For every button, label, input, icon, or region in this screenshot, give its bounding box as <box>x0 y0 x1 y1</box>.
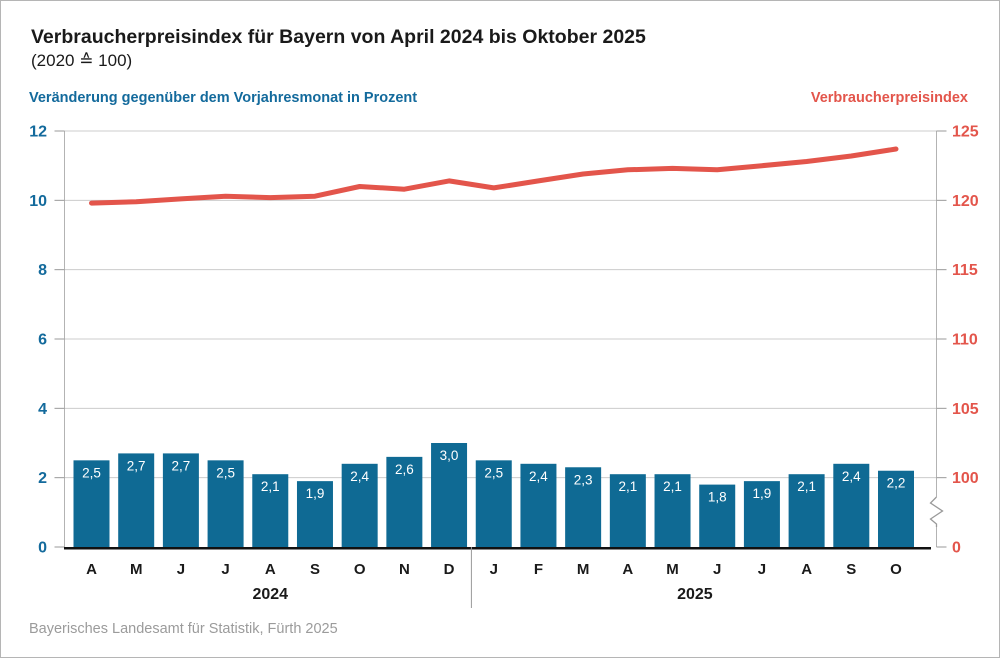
year-label: 2024 <box>252 586 288 603</box>
month-label: A <box>86 561 97 578</box>
right-axis-title: Verbraucherpreisindex <box>810 90 968 106</box>
left-axis-tick-label: 2 <box>38 470 47 487</box>
bar <box>431 443 468 547</box>
right-axis-tick-label: 110 <box>952 332 978 349</box>
bar-value-label: 2,1 <box>797 479 816 494</box>
bar <box>73 460 110 547</box>
bar-value-label: 2,6 <box>395 462 414 477</box>
bar-value-label: 2,1 <box>618 479 637 494</box>
month-label: A <box>622 561 633 578</box>
month-label: F <box>534 561 543 578</box>
bar <box>878 470 914 547</box>
bar-value-label: 2,1 <box>663 479 682 494</box>
axis-break-icon <box>929 496 944 527</box>
right-axis-tick-label: 105 <box>952 401 979 418</box>
right-axis-tick-label: 115 <box>952 262 978 279</box>
month-label: J <box>713 561 721 578</box>
month-label: M <box>577 561 590 578</box>
bar-value-label: 2,5 <box>82 465 101 480</box>
chart-subtitle: (2020 ≙ 100) <box>31 51 133 71</box>
right-axis-tick-label: 125 <box>952 124 979 141</box>
bar-value-label: 2,5 <box>216 465 235 480</box>
bar <box>565 467 602 547</box>
left-axis-tick-label: 0 <box>38 540 47 557</box>
month-label: D <box>444 561 455 578</box>
bar <box>207 460 244 547</box>
bar-value-label: 2,4 <box>842 469 861 484</box>
bar-value-label: 3,0 <box>440 448 459 463</box>
month-label: A <box>801 561 812 578</box>
year-label: 2025 <box>677 586 713 603</box>
bar <box>296 481 333 547</box>
bar-value-label: 1,9 <box>306 486 325 501</box>
left-axis-title: Veränderung gegenüber dem Vorjahresmonat… <box>29 90 418 106</box>
bar-value-label: 2,4 <box>529 469 548 484</box>
month-label: J <box>221 561 229 578</box>
month-label: J <box>758 561 766 578</box>
month-label: S <box>310 561 320 578</box>
left-axis-tick-label: 4 <box>38 401 47 418</box>
month-label: A <box>265 561 276 578</box>
chart-header: Verbraucherpreisindex für Bayern von Apr… <box>31 26 646 71</box>
bar <box>743 481 780 547</box>
bar <box>654 474 691 547</box>
left-axis-tick-label: 6 <box>38 332 47 349</box>
bar <box>699 484 736 547</box>
bar <box>118 453 155 547</box>
bar <box>475 460 512 547</box>
chart-title: Verbraucherpreisindex für Bayern von Apr… <box>31 26 646 48</box>
left-axis-tick-label: 10 <box>29 193 47 210</box>
bar <box>162 453 199 547</box>
right-axis-tick-label: 100 <box>952 470 979 487</box>
month-label: S <box>846 561 856 578</box>
bar-value-label: 2,3 <box>574 472 593 487</box>
bar <box>788 474 825 547</box>
month-label: M <box>130 561 143 578</box>
left-axis-tick-label: 8 <box>38 262 47 279</box>
bar <box>386 456 423 547</box>
bar-value-label: 1,8 <box>708 490 727 505</box>
month-label: N <box>399 561 410 578</box>
bar-value-label: 2,2 <box>887 476 906 491</box>
month-label: J <box>177 561 185 578</box>
bar <box>609 474 646 547</box>
bar <box>341 463 378 547</box>
month-label: J <box>490 561 498 578</box>
month-label: O <box>354 561 366 578</box>
bar <box>252 474 289 547</box>
month-label: M <box>666 561 679 578</box>
bar <box>833 463 870 547</box>
right-axis-tick-label: 120 <box>952 193 979 210</box>
left-axis-tick-label: 12 <box>29 124 47 141</box>
bar-value-label: 2,7 <box>171 458 190 473</box>
index-line <box>89 146 899 206</box>
bar <box>520 463 557 547</box>
bar-value-label: 2,5 <box>484 465 503 480</box>
right-axis-tick-label: 0 <box>952 540 961 557</box>
bar-value-label: 2,4 <box>350 469 369 484</box>
month-label: O <box>890 561 902 578</box>
bar-value-label: 2,1 <box>261 479 280 494</box>
source-note: Bayerisches Landesamt für Statistik, Für… <box>29 621 338 637</box>
bar-value-label: 1,9 <box>753 486 772 501</box>
bar-value-label: 2,7 <box>127 458 146 473</box>
